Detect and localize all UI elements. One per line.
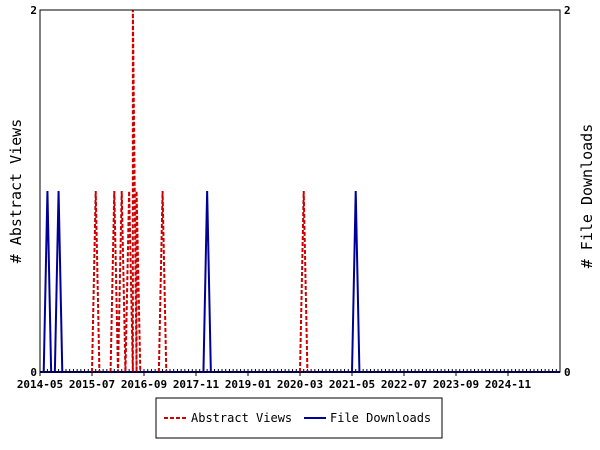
- legend: Abstract Views File Downloads: [155, 397, 443, 439]
- legend-box: [155, 397, 443, 439]
- x-tick-label: 2015-07: [69, 378, 115, 391]
- x-tick-label: 2016-09: [121, 378, 167, 391]
- plot-frame: [39, 9, 561, 373]
- tick-labels: 2014-05 2015-07 2016-09 2017-11 2019-01 2020-…: [17, 4, 571, 391]
- x-tick-label: 2024-11: [485, 378, 532, 391]
- y-tick-label-left: 0: [30, 366, 37, 379]
- legend-label-file-downloads: File Downloads: [330, 411, 431, 425]
- y-tick-label-right: 2: [564, 4, 571, 17]
- x-tick-label: 2021-05: [329, 378, 375, 391]
- x-tick-label: 2020-03: [277, 378, 323, 391]
- legend-label-abstract-views: Abstract Views: [191, 411, 292, 425]
- y-axis-title-right: # File Downloads: [578, 124, 596, 269]
- y-tick-label-right: 0: [564, 366, 571, 379]
- x-tick-label: 2017-11: [173, 378, 220, 391]
- series-layer: [42, 9, 361, 373]
- x-tick-label: 2023-09: [433, 378, 479, 391]
- x-tick-label: 2014-05: [17, 378, 63, 391]
- y-axis-title-left: # Abstract Views: [7, 119, 25, 264]
- x-tick-label: 2019-01: [225, 378, 272, 391]
- y-tick-label-left: 2: [30, 4, 37, 17]
- x-tick-label: 2022-07: [381, 378, 427, 391]
